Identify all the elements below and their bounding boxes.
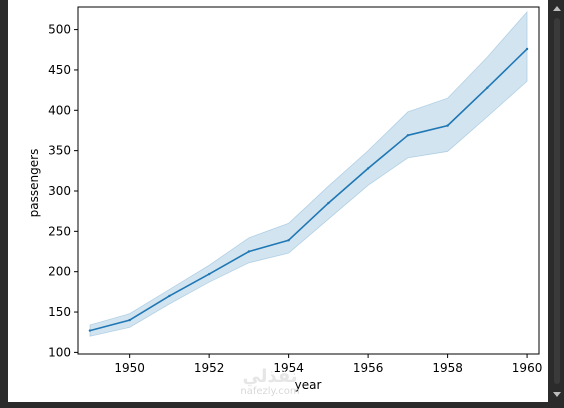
scroll-down-icon[interactable] <box>553 392 561 397</box>
figure-canvas: 1950 1952 1954 1956 1958 1960 100 150 200 250 300 3… <box>8 0 548 402</box>
data-point <box>88 329 92 332</box>
data-point <box>287 239 290 242</box>
data-point <box>327 201 330 205</box>
confidence-band <box>89 10 528 337</box>
y-tick-label: 150 <box>48 305 71 319</box>
data-point <box>168 294 171 298</box>
watermark-text: nafezly.com <box>240 386 300 397</box>
data-point <box>247 250 251 253</box>
data-point <box>207 272 211 276</box>
vertical-scrollbar[interactable] <box>550 0 564 408</box>
series-line <box>89 48 528 332</box>
watermark: نفذلي nafezly.com <box>210 366 330 398</box>
x-tick-label: 1958 <box>432 361 463 375</box>
y-tick-label: 250 <box>48 224 71 238</box>
data-point <box>366 167 370 170</box>
x-tick-label: 1960 <box>512 361 543 375</box>
data-point <box>406 134 410 137</box>
y-tick-label: 200 <box>48 265 71 279</box>
y-tick-label: 100 <box>48 345 71 359</box>
scroll-up-icon[interactable] <box>553 6 561 11</box>
x-tick-label: 1950 <box>114 361 145 375</box>
scrollbar-thumb[interactable] <box>554 18 560 384</box>
y-tick-label: 350 <box>48 144 71 158</box>
data-point <box>525 47 529 51</box>
y-tick-label: 400 <box>48 103 71 117</box>
y-tick-label: 450 <box>48 63 71 77</box>
y-tick-label: 300 <box>48 184 71 198</box>
x-tick-label: 1956 <box>353 361 384 375</box>
axes-frame <box>77 6 540 355</box>
line-chart: 1950 1952 1954 1956 1958 1960 100 150 200 250 300 3… <box>27 6 543 392</box>
data-point <box>486 86 489 89</box>
x-axis-label: year <box>295 378 322 392</box>
x-tick-label: 1952 <box>194 361 225 375</box>
watermark-logo: نفذلي <box>242 366 298 387</box>
y-tick-label: 500 <box>48 23 71 37</box>
x-tick-label: 1954 <box>273 361 304 375</box>
data-point <box>128 318 131 322</box>
y-axis-label: passengers <box>27 149 41 218</box>
data-point <box>446 124 449 127</box>
